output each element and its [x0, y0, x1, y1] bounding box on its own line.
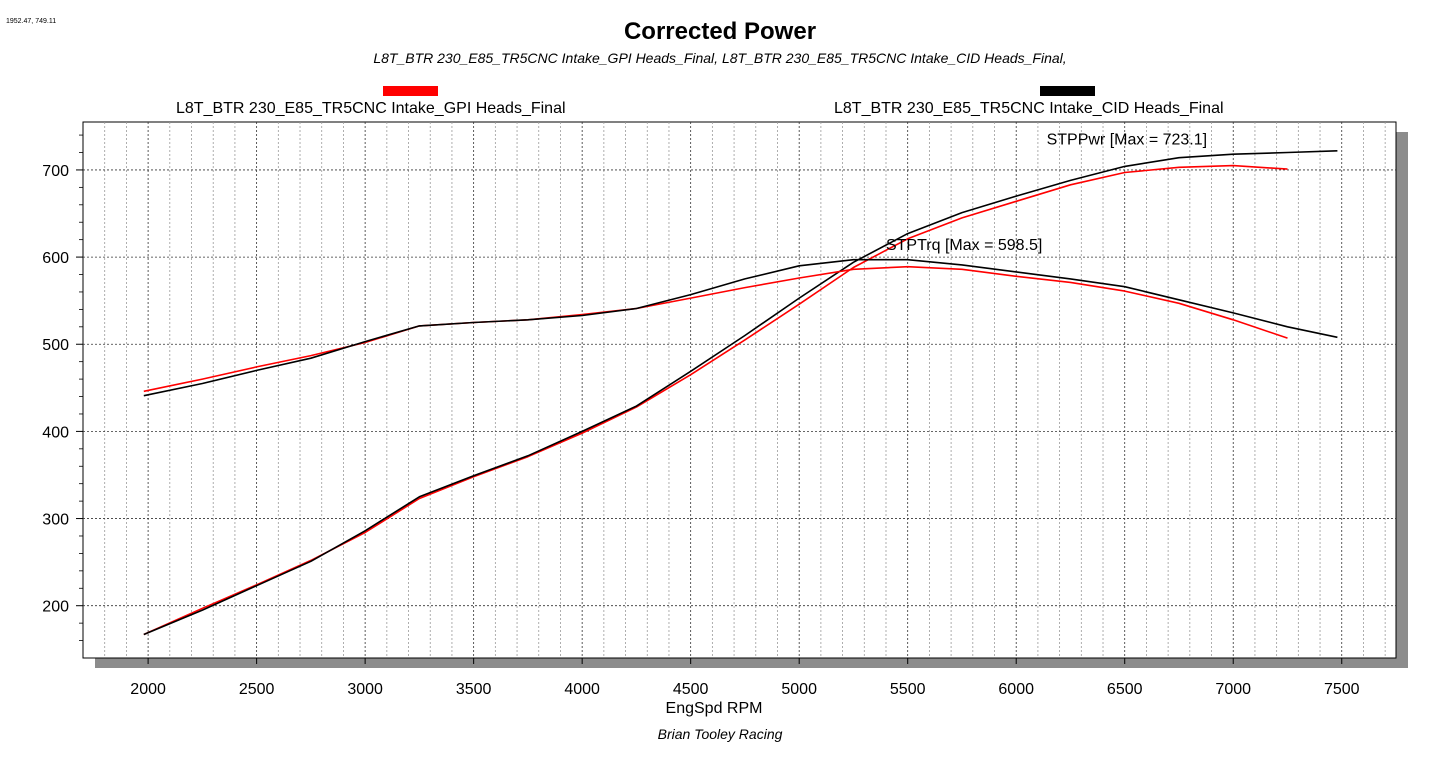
legend-swatch-gpi: [383, 86, 438, 96]
series-line-stppwr-cid: [143, 150, 1338, 636]
y-tick-label: 400: [42, 424, 69, 441]
y-tick-label: 500: [42, 337, 69, 354]
x-axis-label: EngSpd RPM: [666, 700, 763, 717]
series-line-stptrq-cid: [143, 258, 1338, 397]
x-tick-label: 3500: [456, 681, 492, 698]
x-tick-label: 4500: [673, 681, 709, 698]
x-tick-label: 3000: [347, 681, 383, 698]
x-tick-label: 2500: [239, 681, 275, 698]
cursor-readout: 1952.47, 749.11: [6, 18, 57, 25]
x-tick-label: 5000: [781, 681, 817, 698]
annotation-max-torque: STPTrq [Max = 598.5]: [886, 237, 1042, 254]
x-tick-label: 6000: [998, 681, 1034, 698]
legend-label-gpi: L8T_BTR 230_E85_TR5CNC Intake_GPI Heads_…: [176, 100, 566, 117]
x-tick-label: 7500: [1324, 681, 1360, 698]
chart-subtitle: L8T_BTR 230_E85_TR5CNC Intake_GPI Heads_…: [373, 50, 1067, 66]
annotation-max-power: STPPwr [Max = 723.1]: [1047, 132, 1208, 149]
major-grid: [83, 122, 1396, 658]
chart-credit: Brian Tooley Racing: [657, 726, 783, 742]
axis-layer: 2000 2500 3000 3500 4000 4500 5000 5500 6000 6500…: [42, 134, 1360, 698]
series-layer: [143, 150, 1338, 636]
x-tick-label: 2000: [130, 681, 166, 698]
x-tick-label: 4000: [564, 681, 600, 698]
plot-background: [82, 121, 1397, 659]
y-tick-label: 200: [42, 599, 69, 616]
chart-title: Corrected Power: [623, 18, 817, 45]
y-tick-label: 700: [42, 163, 69, 180]
annotation-layer: STPPwr [Max = 723.1] STPTrq [Max = 598.5…: [886, 132, 1207, 254]
y-tick-label: 300: [42, 512, 69, 529]
x-tick-label: 7000: [1215, 681, 1251, 698]
x-tick-label: 6500: [1107, 681, 1143, 698]
y-tick-label: 600: [42, 250, 69, 267]
x-tick-label: 5500: [890, 681, 926, 698]
series-line-stptrq-gpi: [143, 265, 1288, 393]
legend-label-cid: L8T_BTR 230_E85_TR5CNC Intake_CID Heads_…: [834, 100, 1224, 117]
legend-swatch-cid: [1040, 86, 1095, 96]
